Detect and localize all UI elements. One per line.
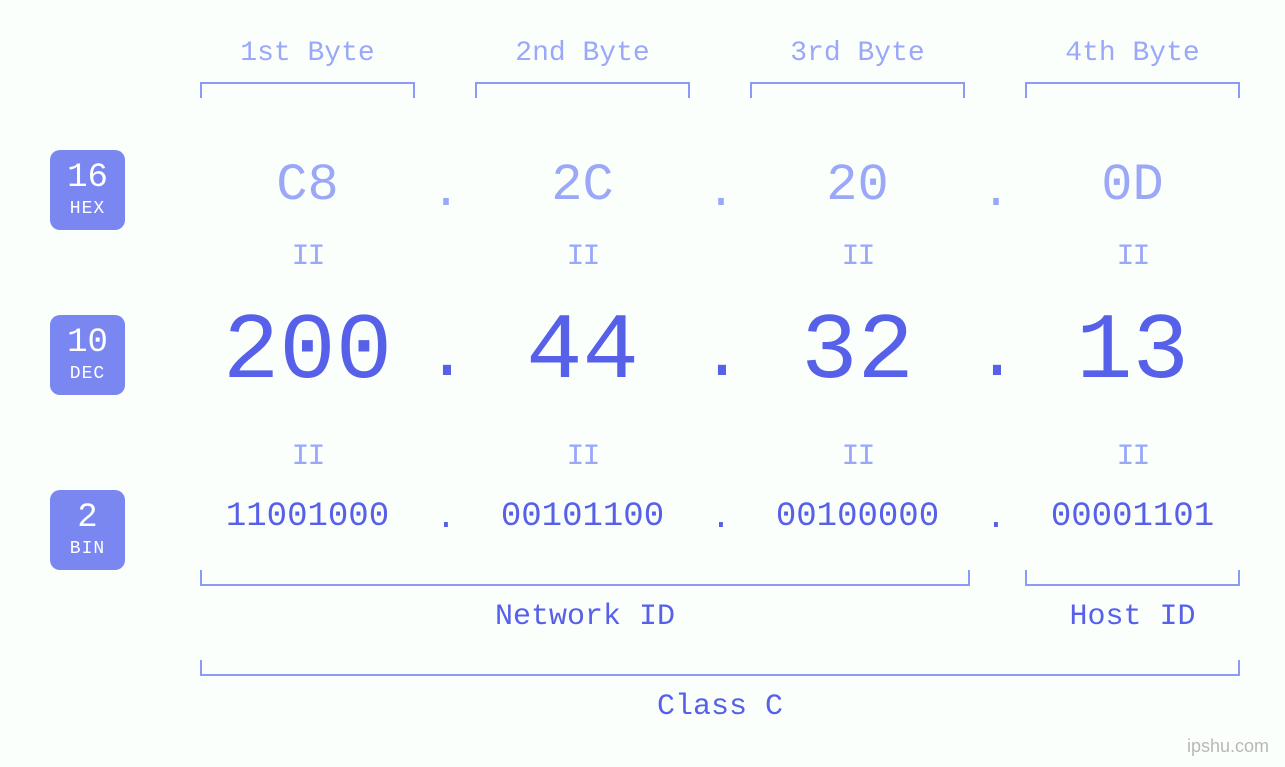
dot-bin-1: . bbox=[426, 500, 466, 538]
hex-byte-4: 0D bbox=[1025, 156, 1240, 215]
hex-byte-1: C8 bbox=[200, 156, 415, 215]
watermark: ipshu.com bbox=[1187, 736, 1269, 757]
badge-bin: 2 BIN bbox=[50, 490, 125, 570]
byte-header-1: 1st Byte bbox=[200, 38, 415, 69]
class-label: Class C bbox=[200, 690, 1240, 724]
badge-bin-label: BIN bbox=[70, 539, 105, 559]
dot-dec-3: . bbox=[976, 318, 1016, 397]
equals-2b: II bbox=[475, 440, 690, 474]
network-id-label: Network ID bbox=[200, 600, 970, 634]
dec-byte-3: 32 bbox=[750, 300, 965, 406]
badge-hex: 16 HEX bbox=[50, 150, 125, 230]
badge-hex-label: HEX bbox=[70, 199, 105, 219]
equals-2a: II bbox=[475, 240, 690, 274]
byte-header-4: 4th Byte bbox=[1025, 38, 1240, 69]
top-bracket-2 bbox=[475, 82, 690, 98]
dec-byte-1: 200 bbox=[200, 300, 415, 406]
equals-4a: II bbox=[1025, 240, 1240, 274]
byte-col-2: 2nd Byte 2C II 44 II 00101100 bbox=[475, 0, 690, 767]
equals-1a: II bbox=[200, 240, 415, 274]
ip-diagram: 16 HEX 10 DEC 2 BIN 1st Byte C8 II 200 I… bbox=[0, 0, 1285, 767]
dot-bin-3: . bbox=[976, 500, 1016, 538]
dec-byte-4: 13 bbox=[1025, 300, 1240, 406]
byte-col-4: 4th Byte 0D II 13 II 00001101 bbox=[1025, 0, 1240, 767]
top-bracket-1 bbox=[200, 82, 415, 98]
columns-area: 1st Byte C8 II 200 II 11001000 2nd Byte … bbox=[200, 0, 1245, 767]
equals-4b: II bbox=[1025, 440, 1240, 474]
class-bracket bbox=[200, 660, 1240, 676]
byte-col-1: 1st Byte C8 II 200 II 11001000 bbox=[200, 0, 415, 767]
dot-dec-1: . bbox=[426, 318, 466, 397]
dec-byte-2: 44 bbox=[475, 300, 690, 406]
badge-bin-number: 2 bbox=[77, 501, 97, 535]
badge-dec: 10 DEC bbox=[50, 315, 125, 395]
byte-col-3: 3rd Byte 20 II 32 II 00100000 bbox=[750, 0, 965, 767]
top-bracket-4 bbox=[1025, 82, 1240, 98]
badge-hex-number: 16 bbox=[67, 161, 108, 195]
bin-byte-2: 00101100 bbox=[475, 498, 690, 536]
equals-3b: II bbox=[750, 440, 965, 474]
network-id-bracket bbox=[200, 570, 970, 586]
dot-hex-1: . bbox=[426, 166, 466, 220]
equals-1b: II bbox=[200, 440, 415, 474]
byte-header-2: 2nd Byte bbox=[475, 38, 690, 69]
badge-dec-label: DEC bbox=[70, 364, 105, 384]
dot-hex-3: . bbox=[976, 166, 1016, 220]
bin-byte-3: 00100000 bbox=[750, 498, 965, 536]
host-id-label: Host ID bbox=[1025, 600, 1240, 634]
host-id-bracket bbox=[1025, 570, 1240, 586]
bin-byte-4: 00001101 bbox=[1025, 498, 1240, 536]
badge-dec-number: 10 bbox=[67, 326, 108, 360]
top-bracket-3 bbox=[750, 82, 965, 98]
bin-byte-1: 11001000 bbox=[200, 498, 415, 536]
equals-3a: II bbox=[750, 240, 965, 274]
dot-dec-2: . bbox=[701, 318, 741, 397]
hex-byte-3: 20 bbox=[750, 156, 965, 215]
hex-byte-2: 2C bbox=[475, 156, 690, 215]
dot-bin-2: . bbox=[701, 500, 741, 538]
byte-header-3: 3rd Byte bbox=[750, 38, 965, 69]
dot-hex-2: . bbox=[701, 166, 741, 220]
